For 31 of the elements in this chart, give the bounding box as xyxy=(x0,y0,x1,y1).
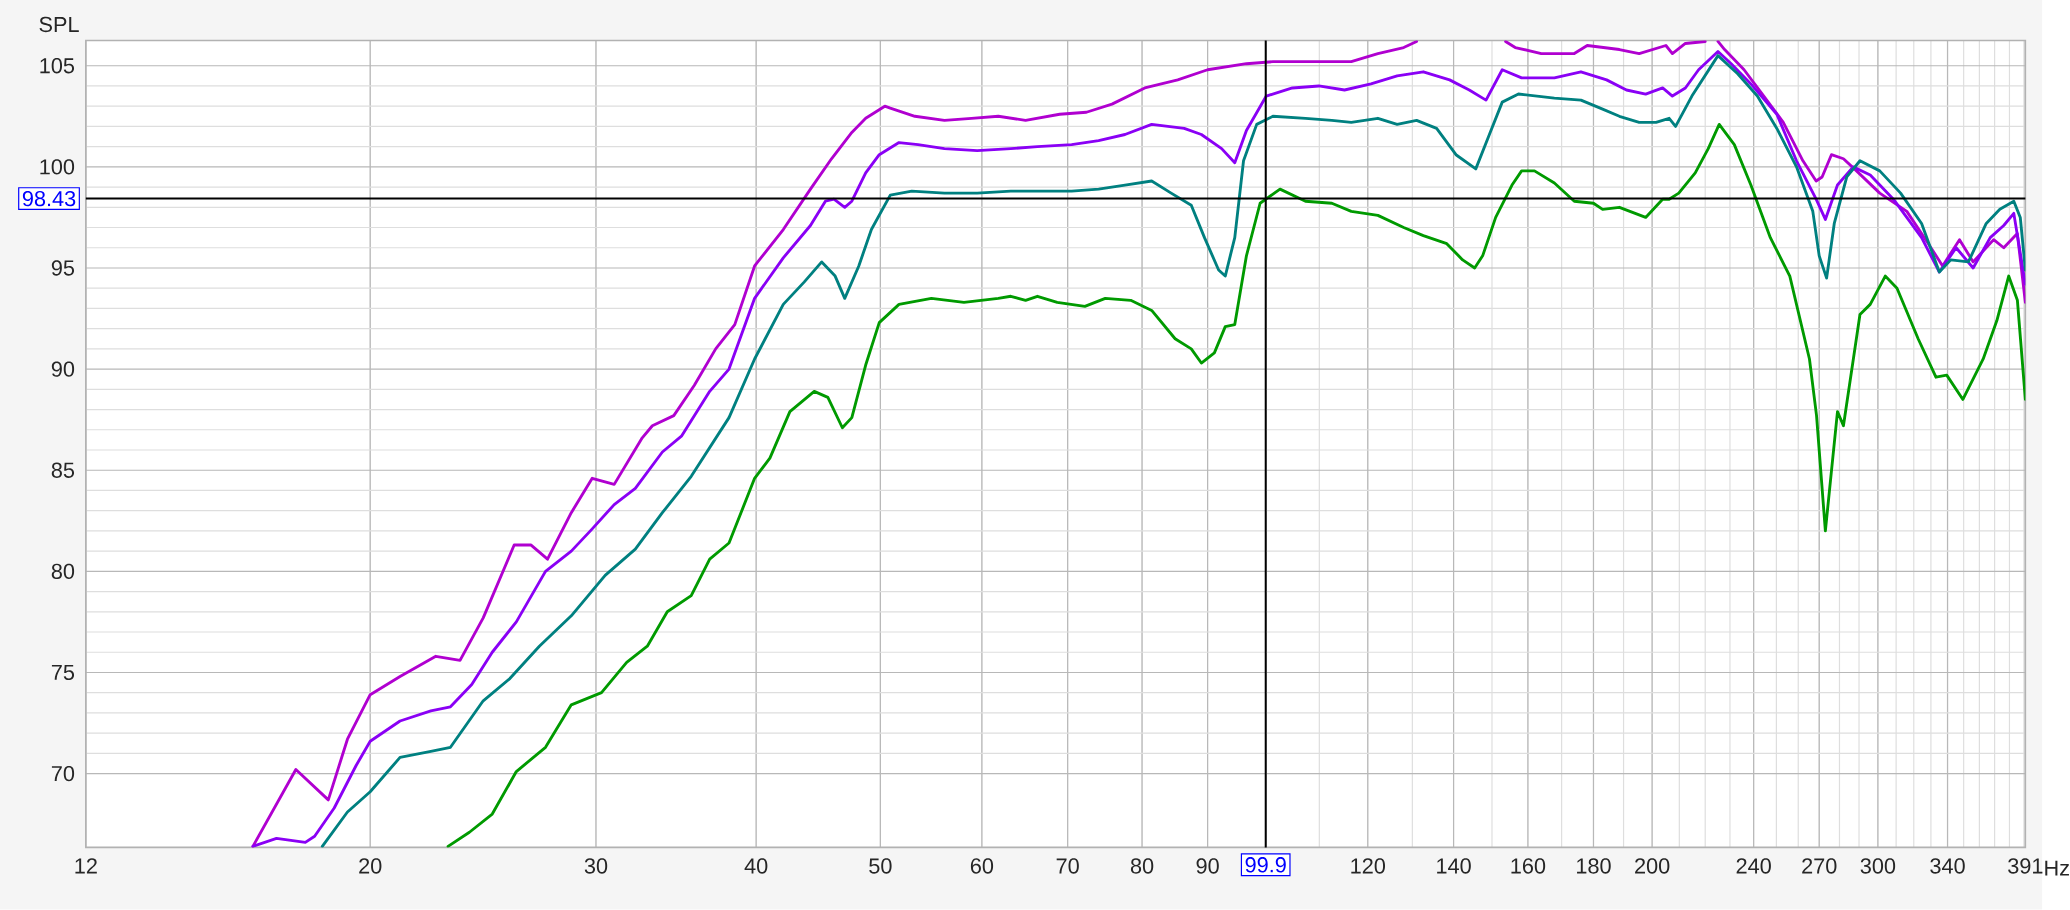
x-tick-label: 140 xyxy=(1437,858,1471,874)
y-tick-label: 105 xyxy=(40,58,75,74)
x-tick-label: 80 xyxy=(1130,858,1154,874)
y-tick-label: 100 xyxy=(40,159,75,175)
x-tick-label: 180 xyxy=(1577,858,1611,874)
y-tick-label: 90 xyxy=(51,361,75,377)
x-tick-label: 40 xyxy=(744,858,768,874)
y-tick-label: 85 xyxy=(51,462,75,479)
x-tick-label: 200 xyxy=(1635,858,1670,874)
ref-line-label: 99.9 xyxy=(1245,857,1286,873)
x-axis-title: Hz xyxy=(2045,860,2069,876)
y-tick-label: 70 xyxy=(51,766,75,782)
x-tick-label: 340 xyxy=(1930,858,1965,874)
y-axis-title: SPL xyxy=(39,17,79,33)
x-tick-label: 300 xyxy=(1860,858,1896,874)
x-tick-label: 20 xyxy=(359,858,382,874)
x-tick-label: 30 xyxy=(584,858,608,874)
y-tick-label: 75 xyxy=(51,665,75,681)
x-tick-label: 270 xyxy=(1802,858,1837,874)
y-tick-label: 95 xyxy=(51,260,75,276)
y-tick-label: 80 xyxy=(51,563,75,580)
x-tick-label: 50 xyxy=(869,858,892,874)
x-tick-label: 90 xyxy=(1196,858,1219,874)
ref-line-label: 98.43 xyxy=(22,191,76,207)
x-tick-label: 120 xyxy=(1351,858,1386,874)
x-tick-label: 12 xyxy=(75,858,97,874)
x-tick-label: 160 xyxy=(1511,858,1546,874)
x-tick-label: 240 xyxy=(1736,858,1771,874)
x-tick-label: 70 xyxy=(1056,858,1079,874)
x-tick-label: 60 xyxy=(970,858,994,874)
x-tick-label: 391 xyxy=(2008,858,2043,874)
